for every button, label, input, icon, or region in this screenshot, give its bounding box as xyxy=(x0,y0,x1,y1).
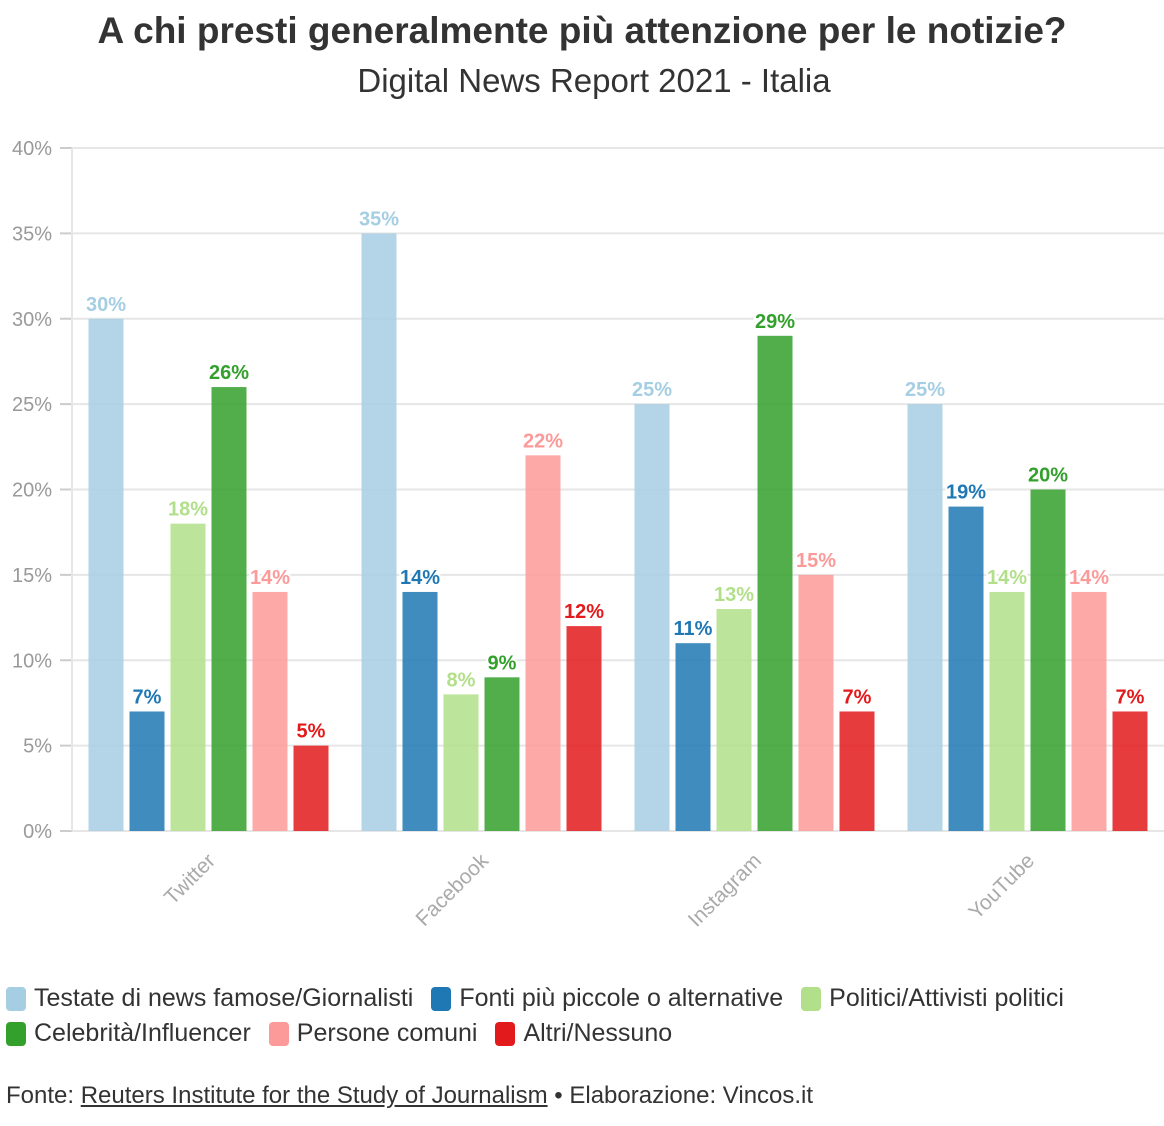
bar xyxy=(443,694,479,831)
bar xyxy=(948,506,984,831)
data-label: 15% xyxy=(796,550,836,572)
y-tick-label: 40% xyxy=(12,138,52,160)
bar xyxy=(129,711,165,831)
x-tick-label: Twitter xyxy=(160,849,220,909)
data-label: 14% xyxy=(250,567,290,589)
y-tick-label: 30% xyxy=(12,309,52,331)
data-label: 9% xyxy=(488,652,517,674)
legend-swatch xyxy=(6,1021,26,1046)
y-tick-label: 15% xyxy=(12,565,52,587)
legend-swatch xyxy=(6,986,26,1011)
bar xyxy=(525,455,561,831)
data-label: 11% xyxy=(674,618,713,640)
data-label: 14% xyxy=(1069,567,1109,589)
bar xyxy=(716,609,752,831)
y-tick-label: 25% xyxy=(12,394,52,416)
bar xyxy=(798,574,834,831)
legend-label: Celebrità/Influencer xyxy=(34,1019,251,1047)
footer-suffix: • Elaborazione: Vincos.it xyxy=(547,1082,814,1109)
data-label: 13% xyxy=(714,584,754,606)
data-label: 7% xyxy=(133,686,162,708)
source-link[interactable]: Reuters Institute for the Study of Journ… xyxy=(80,1082,548,1109)
bar xyxy=(252,591,288,831)
bar xyxy=(361,233,397,831)
bar xyxy=(1030,489,1066,831)
x-tick-label: YouTube xyxy=(964,849,1039,924)
legend-row: Testate di news famose/Giornalisti Fonti … xyxy=(6,984,1156,1013)
chart-title: A chi presti generalmente più attenzione… xyxy=(97,10,1067,51)
bar xyxy=(402,591,438,831)
data-label: 25% xyxy=(905,379,945,401)
x-tick-label: Instagram xyxy=(684,849,766,931)
bar xyxy=(484,677,520,831)
legend-swatch xyxy=(801,986,822,1011)
y-tick-label: 20% xyxy=(12,480,52,502)
bar xyxy=(989,591,1025,831)
data-label: 14% xyxy=(400,567,440,589)
legend-label: Politici/Attivisti politici xyxy=(829,984,1064,1012)
data-label: 30% xyxy=(86,294,126,316)
data-label: 35% xyxy=(359,208,399,230)
y-tick-label: 0% xyxy=(23,821,52,843)
data-label: 25% xyxy=(632,379,672,401)
bar xyxy=(566,626,602,831)
legend-label: Fonti più piccole o alternative xyxy=(459,984,784,1012)
footer: Fonte: Reuters Institute for the Study o… xyxy=(6,1082,813,1110)
bar-chart: 0% 5% 10% 15% 20% 25% 30% 35% 40% 30% 7% 18% 26% 14% 5… xyxy=(12,138,1164,932)
data-label: 5% xyxy=(297,721,326,743)
data-label: 7% xyxy=(843,686,872,708)
bar xyxy=(675,643,711,831)
bar xyxy=(1071,591,1107,831)
y-tick-label: 35% xyxy=(12,223,52,245)
legend-swatch xyxy=(268,1021,289,1046)
data-label: 22% xyxy=(523,430,563,452)
bar xyxy=(757,335,793,831)
legend-swatch xyxy=(495,1021,516,1046)
legend-item[interactable]: Testate di news famose/Giornalisti xyxy=(6,984,413,1013)
data-label: 7% xyxy=(1116,686,1145,708)
legend: Testate di news famose/Giornalisti Fonti … xyxy=(6,984,1156,1054)
bar xyxy=(211,387,247,831)
chart-subtitle: Digital News Report 2021 - Italia xyxy=(357,62,831,99)
bar xyxy=(634,404,670,831)
data-label: 29% xyxy=(755,311,795,333)
legend-item[interactable]: Persone comuni xyxy=(268,1019,478,1048)
bar xyxy=(1112,711,1148,831)
bar xyxy=(88,318,124,831)
data-label: 8% xyxy=(447,669,476,691)
data-label: 26% xyxy=(209,362,249,384)
legend-item[interactable]: Fonti più piccole o alternative xyxy=(431,984,783,1013)
footer-prefix: Fonte: xyxy=(6,1082,81,1109)
y-tick-label: 5% xyxy=(23,736,52,758)
x-tick-label: Facebook xyxy=(412,849,494,931)
bar xyxy=(839,711,875,831)
data-label: 18% xyxy=(168,499,208,521)
data-label: 12% xyxy=(564,601,604,623)
legend-label: Testate di news famose/Giornalisti xyxy=(34,984,414,1012)
bar xyxy=(907,404,943,831)
bar xyxy=(293,745,329,831)
legend-label: Persone comuni xyxy=(296,1019,478,1047)
legend-row: Celebrità/Influencer Persone comuni Altri/… xyxy=(6,1019,1156,1048)
legend-item[interactable]: Politici/Attivisti politici xyxy=(801,984,1064,1013)
legend-item[interactable]: Celebrità/Influencer xyxy=(6,1019,251,1048)
data-label: 14% xyxy=(987,567,1027,589)
legend-swatch xyxy=(431,986,452,1011)
legend-label: Altri/Nessuno xyxy=(523,1019,673,1047)
y-tick-label: 10% xyxy=(12,650,52,672)
data-label: 20% xyxy=(1028,465,1068,487)
data-label: 19% xyxy=(946,482,986,504)
legend-item[interactable]: Altri/Nessuno xyxy=(495,1019,672,1048)
bar xyxy=(170,523,206,831)
